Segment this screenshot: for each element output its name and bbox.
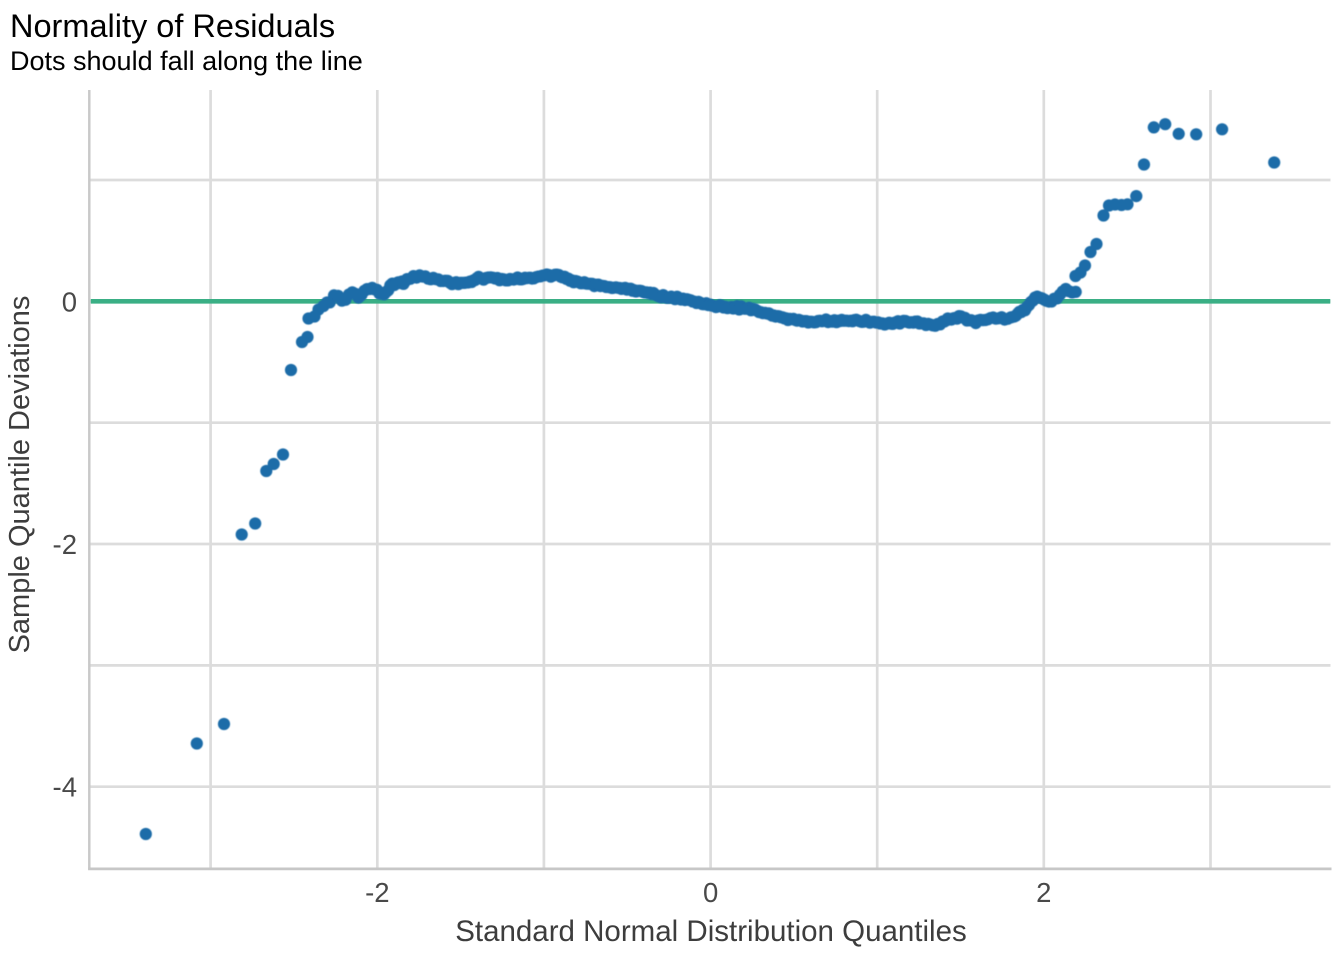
svg-text:Normality of Residuals: Normality of Residuals (10, 8, 335, 44)
svg-text:Sample Quantile Deviations: Sample Quantile Deviations (4, 296, 36, 654)
svg-text:-4: -4 (53, 772, 77, 803)
svg-text:Dots should fall along the lin: Dots should fall along the line (10, 46, 363, 76)
svg-text:-2: -2 (365, 877, 389, 908)
svg-text:2: 2 (1036, 877, 1051, 908)
svg-text:Standard Normal Distribution Q: Standard Normal Distribution Quantiles (455, 915, 967, 948)
svg-text:-2: -2 (53, 529, 77, 560)
svg-text:0: 0 (703, 877, 718, 908)
svg-text:0: 0 (62, 286, 77, 317)
